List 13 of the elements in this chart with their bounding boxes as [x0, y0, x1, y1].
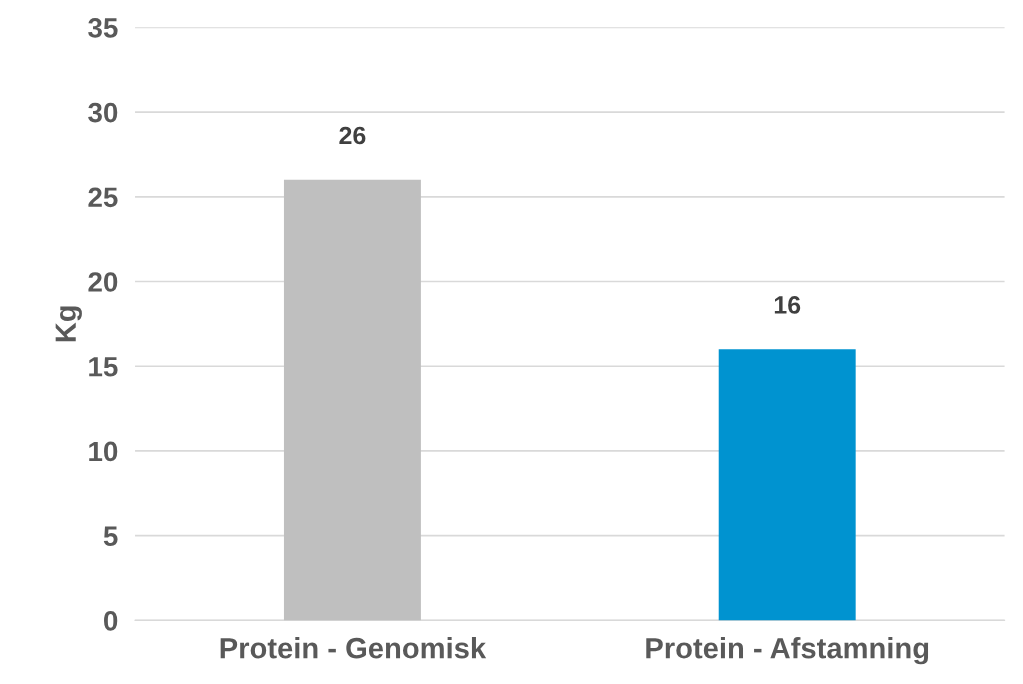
y-tick-label: 15 [89, 357, 118, 377]
data-label: 16 [774, 296, 801, 314]
y-tick-label: 0 [104, 611, 118, 631]
y-tick-label: 35 [88, 18, 118, 38]
x-tick-label: Protein - Afstamning [646, 637, 929, 665]
x-tick-label: Protein - Genomisk [220, 637, 487, 659]
y-tick-label: 30 [88, 102, 118, 123]
data-label: 26 [339, 126, 366, 145]
y-tick-label: 10 [89, 441, 118, 462]
y-tick-label: 5 [103, 526, 118, 547]
y-tick-label: 25 [88, 187, 118, 208]
y-axis-title: Kg [55, 306, 82, 342]
y-tick-label: 20 [88, 272, 118, 292]
